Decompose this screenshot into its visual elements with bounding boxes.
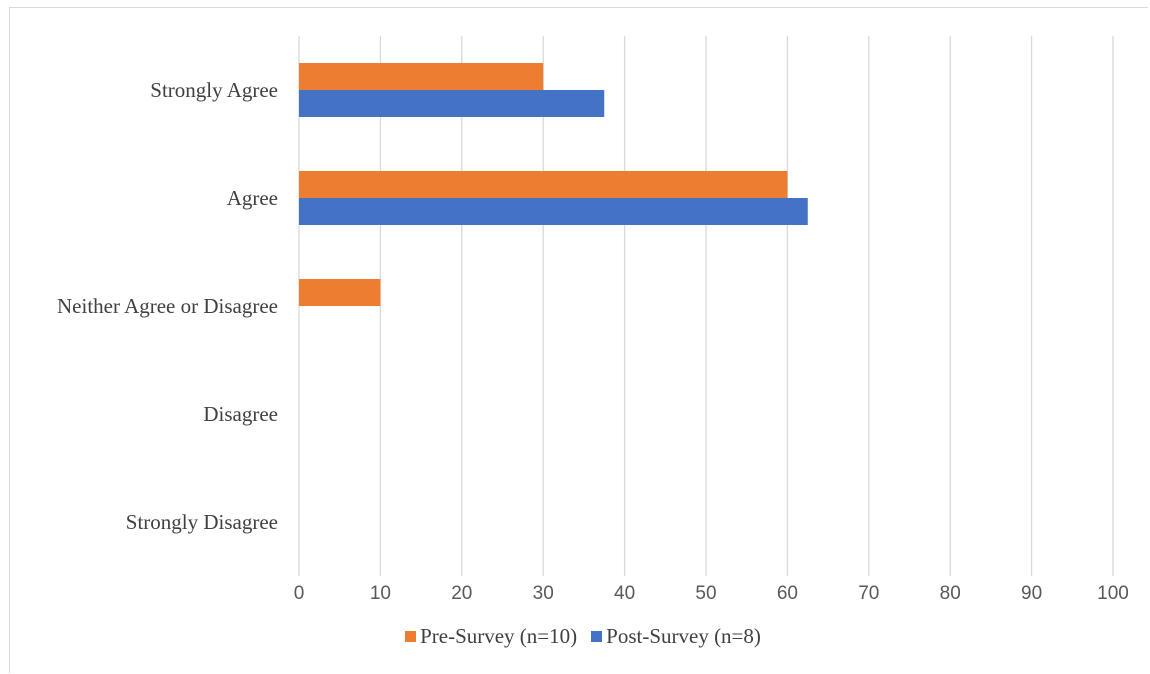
x-tick-label-10: 10 (370, 583, 391, 604)
category-label-neither-agree-or-disagree: Neither Agree or Disagree (57, 294, 278, 318)
x-tick-label-80: 80 (940, 583, 961, 604)
legend: Pre-Survey (n=10) Post-Survey (n=8) (0, 624, 1150, 649)
legend-label-pre-survey: Pre-Survey (n=10) (420, 624, 578, 648)
x-tick-label-30: 30 (533, 583, 554, 604)
x-tick-label-20: 20 (451, 583, 472, 604)
legend-label-post-survey: Post-Survey (n=8) (606, 624, 761, 648)
bar-post-survey-agree (299, 198, 808, 225)
category-label-strongly-agree: Strongly Agree (150, 78, 278, 102)
x-tick-label-40: 40 (614, 583, 635, 604)
category-label-strongly-disagree: Strongly Disagree (126, 510, 278, 534)
x-tick-label-60: 60 (777, 583, 798, 604)
x-axis-tick-labels: 0 10 20 30 40 50 60 70 80 90 100 (294, 583, 1129, 604)
x-tick-label-0: 0 (294, 583, 305, 604)
category-label-disagree: Disagree (203, 402, 278, 426)
chart-frame (9, 7, 1148, 673)
bar-pre-survey-agree (299, 171, 788, 198)
x-tick-label-70: 70 (858, 583, 879, 604)
category-label-agree: Agree (227, 186, 278, 210)
x-tick-label-50: 50 (695, 583, 716, 604)
x-tick-label-100: 100 (1097, 583, 1129, 604)
legend-item-pre-survey: Pre-Survey (n=10) (405, 624, 577, 649)
bars (299, 63, 808, 306)
legend-swatch-post-survey (591, 631, 603, 642)
category-labels: Strongly Agree Agree Neither Agree or Disa… (57, 78, 278, 534)
bar-post-survey-strongly-agree (299, 90, 605, 117)
legend-item-post-survey: Post-Survey (n=8) (591, 624, 761, 649)
legend-swatch-pre-survey (405, 631, 417, 642)
x-tick-label-90: 90 (1021, 583, 1042, 604)
bar-pre-survey-strongly-agree (299, 63, 544, 90)
bar-pre-survey-neither-agree-or-disagree (299, 279, 381, 306)
